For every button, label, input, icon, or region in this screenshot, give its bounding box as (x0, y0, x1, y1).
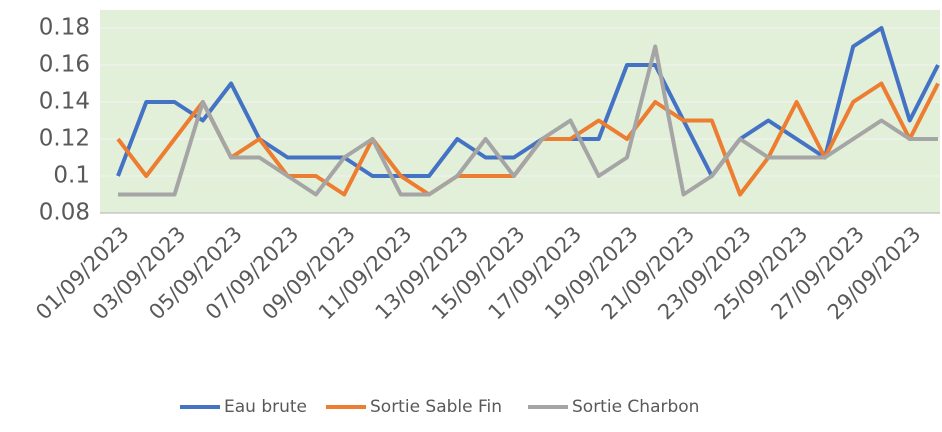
y-tick-label: 0.18 (39, 15, 90, 41)
y-tick-label: 0.1 (53, 163, 90, 189)
y-tick-label: 0.14 (39, 89, 90, 115)
y-tick-label: 0.12 (39, 126, 90, 152)
y-tick-label: 0.16 (39, 52, 90, 78)
legend-label: Sortie Sable Fin (370, 397, 502, 417)
plot-area (100, 10, 940, 213)
legend-label: Eau brute (224, 397, 307, 417)
y-tick-label: 0.08 (39, 200, 90, 226)
series-line (118, 44, 938, 197)
series-line (116, 26, 940, 178)
legend-label: Sortie Charbon (572, 397, 699, 417)
